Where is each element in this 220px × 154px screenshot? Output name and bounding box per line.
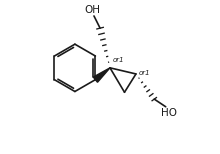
Text: or1: or1 [138,70,150,76]
Text: HO: HO [161,108,177,118]
Text: OH: OH [84,5,101,15]
Text: or1: or1 [112,57,124,63]
Polygon shape [93,68,110,82]
